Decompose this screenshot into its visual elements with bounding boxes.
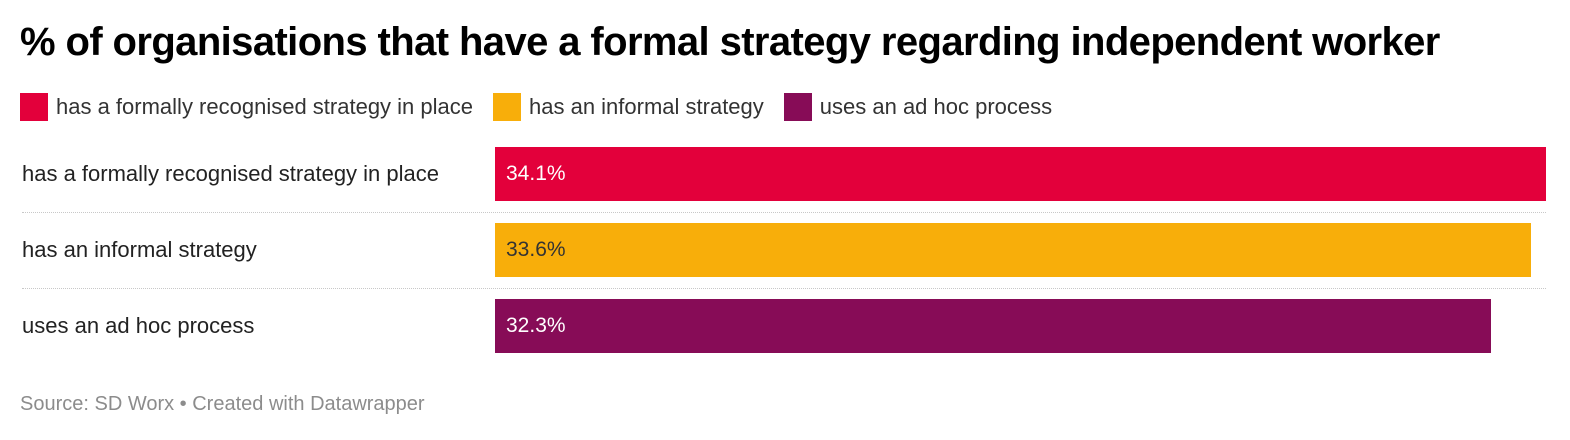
source-footer: Source: SD Worx • Created with Datawrapp… — [20, 393, 425, 415]
legend-item-adhoc: uses an ad hoc process — [783, 93, 1053, 121]
row-separator — [22, 288, 1546, 289]
legend-label-formal: has a formally recognised strategy in pl… — [56, 94, 473, 119]
legend-label-informal: has an informal strategy — [529, 94, 764, 119]
category-label-formal: has a formally recognised strategy in pl… — [22, 161, 439, 186]
legend-swatch-informal — [493, 93, 521, 121]
category-label-adhoc: uses an ad hoc process — [22, 313, 255, 338]
chart-title: % of organisations that have a formal st… — [20, 20, 1440, 64]
bar-adhoc: 32.3% — [495, 299, 1491, 353]
bar-value-label-adhoc: 32.3% — [506, 314, 566, 337]
legend-item-informal: has an informal strategy — [493, 93, 764, 121]
bar-value-label-informal: 33.6% — [506, 238, 566, 261]
legend-label-adhoc: uses an ad hoc process — [819, 94, 1053, 119]
legend-item-formal: has a formally recognised strategy in pl… — [20, 93, 473, 121]
bar-informal: 33.6% — [495, 223, 1531, 277]
chart-legend: has a formally recognised strategy in pl… — [20, 92, 1072, 122]
legend-swatch-formal — [20, 93, 48, 121]
bar-formal: 34.1% — [495, 147, 1546, 201]
legend-swatch-adhoc — [783, 93, 812, 121]
row-separator — [22, 212, 1546, 213]
category-label-informal: has an informal strategy — [22, 237, 257, 262]
bar-value-label-formal: 34.1% — [506, 162, 566, 185]
